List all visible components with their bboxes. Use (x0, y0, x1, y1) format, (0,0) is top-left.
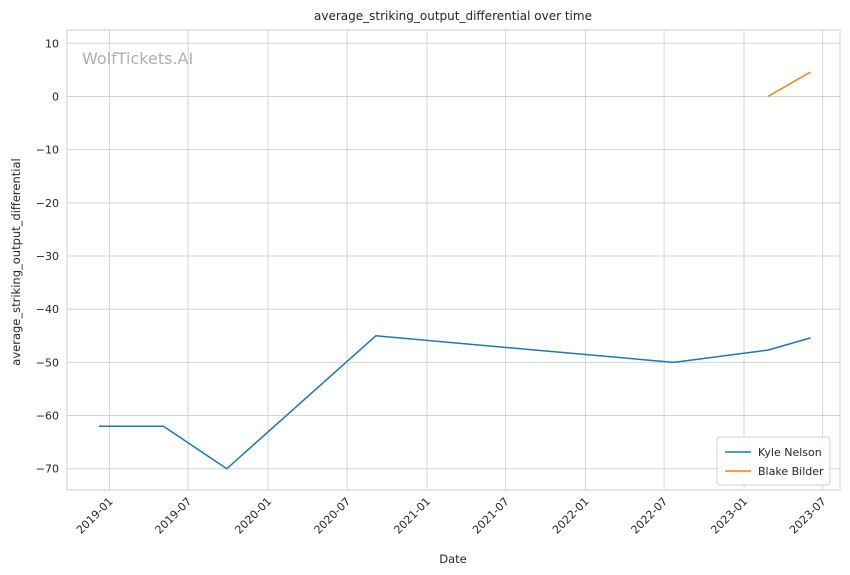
y-tick-label: −30 (36, 250, 59, 263)
y-tick-label: −20 (36, 197, 59, 210)
y-tick-label: −40 (36, 303, 59, 316)
series-lines (99, 71, 811, 470)
y-axis-ticks: 10 0 −10 −20 −30 −40 −50 −60 −70 (36, 37, 59, 475)
legend: Kyle Nelson Blake Bilder (716, 436, 831, 486)
plot-frame (66, 29, 841, 491)
y-tick-label: 0 (52, 90, 59, 103)
x-axis-label: Date (439, 552, 467, 566)
grid (67, 30, 840, 490)
y-tick-label: −60 (36, 410, 59, 423)
chart-title: average_striking_output_differential ove… (314, 9, 592, 23)
y-axis-label: average_striking_output_differential (9, 158, 23, 365)
series-line-blake-bilder (767, 71, 811, 98)
y-tick-label: 10 (45, 37, 59, 50)
legend-label-kyle-nelson: Kyle Nelson (758, 446, 822, 459)
y-tick-label: −70 (36, 463, 59, 476)
watermark: WolfTickets.AI (82, 49, 193, 68)
y-tick-label: −10 (36, 144, 59, 157)
series-line-kyle-nelson (99, 335, 811, 470)
legend-box (716, 436, 831, 486)
legend-label-blake-bilder: Blake Bilder (758, 465, 824, 478)
y-tick-label: −50 (36, 356, 59, 369)
